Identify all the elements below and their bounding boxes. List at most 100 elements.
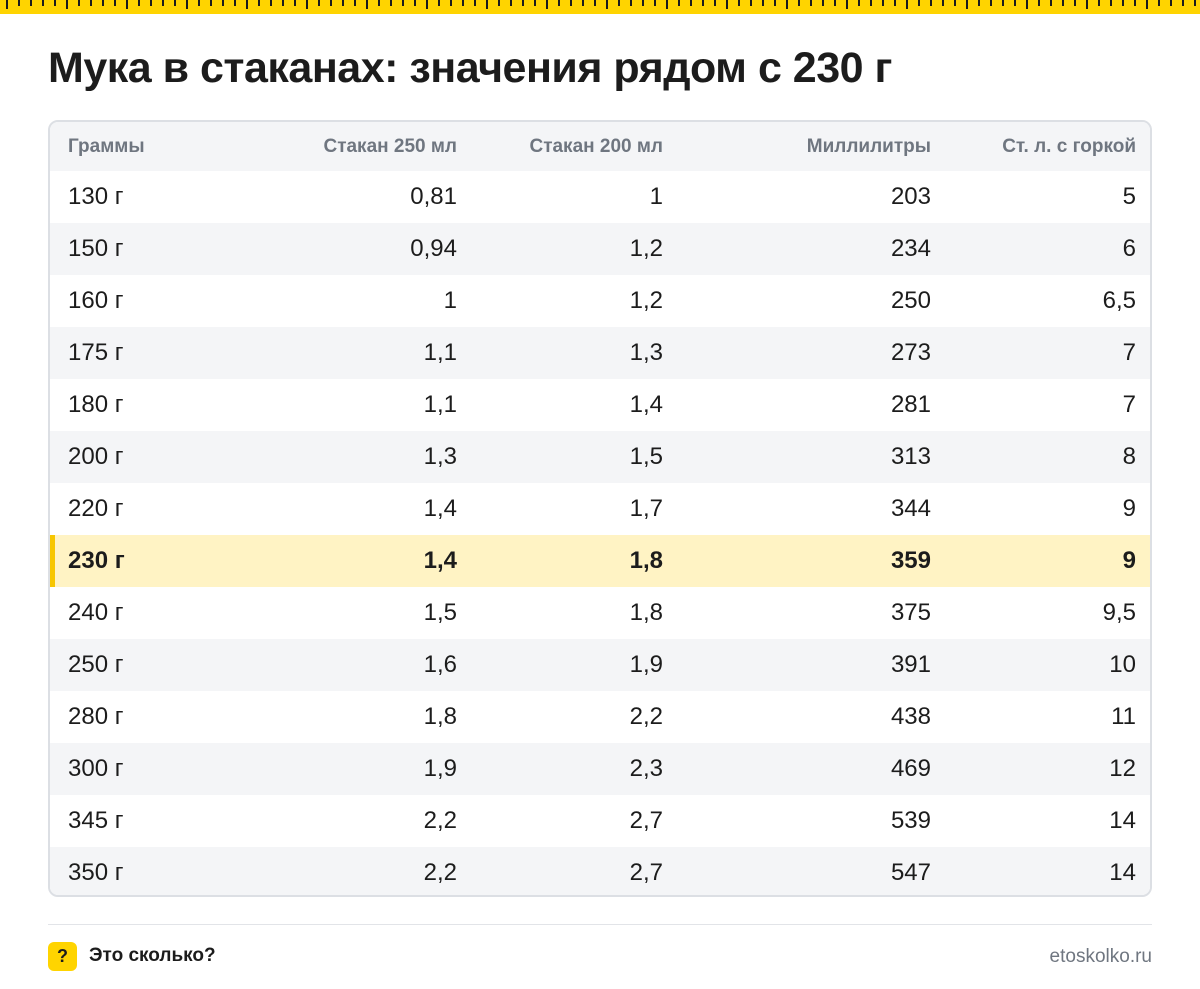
ruler-tick: [894, 0, 896, 6]
ruler-tick: [762, 0, 764, 6]
cell-milliliters: 281: [890, 391, 931, 418]
table-row: 175 г 1,1 1,3 273 7: [50, 327, 1150, 379]
table-body: 130 г 0,81 1 203 5 150 г 0,94 1,2 234 6 160 г 1 1,2 2…: [50, 171, 1150, 895]
cell-cup-200: 1,2: [629, 235, 663, 262]
cell-cup-250: 1,3: [423, 443, 457, 470]
ruler-tick: [558, 0, 560, 6]
ruler-tick: [1170, 0, 1172, 6]
table-row-highlighted: 230 г 1,4 1,8 359 9: [50, 535, 1150, 587]
cell-tablespoons: 9: [1122, 495, 1136, 522]
table-row: 160 г 1 1,2 250 6,5: [50, 275, 1150, 327]
ruler-tick: [90, 0, 92, 6]
cell-milliliters: 539: [890, 807, 931, 834]
cell-milliliters: 273: [890, 339, 931, 366]
cell-cup-250: 1,1: [423, 391, 457, 418]
ruler-tick: [942, 0, 944, 6]
cell-grams: 220 г: [68, 495, 124, 522]
ruler-tick: [174, 0, 176, 6]
ruler-tick: [402, 0, 404, 6]
cell-cup-200: 1,5: [629, 443, 663, 470]
cell-cup-200: 1,8: [629, 547, 663, 574]
ruler-tick: [450, 0, 452, 6]
ruler-tick: [270, 0, 272, 6]
ruler-tick: [30, 0, 32, 6]
ruler-tick: [930, 0, 932, 6]
ruler-tick: [1002, 0, 1004, 6]
cell-grams: 345 г: [68, 807, 124, 834]
ruler-tick: [834, 0, 836, 6]
table-row: 300 г 1,9 2,3 469 12: [50, 743, 1150, 795]
ruler-tick: [330, 0, 332, 6]
ruler-tick: [1122, 0, 1124, 6]
ruler-tick: [858, 0, 860, 6]
cell-grams: 175 г: [68, 339, 124, 366]
ruler-tick: [1134, 0, 1136, 6]
ruler-tick: [126, 0, 128, 9]
ruler-tick: [66, 0, 68, 9]
ruler-tick: [366, 0, 368, 9]
table-row: 200 г 1,3 1,5 313 8: [50, 431, 1150, 483]
ruler-tick: [354, 0, 356, 6]
ruler-tick: [258, 0, 260, 6]
ruler-tick: [1086, 0, 1088, 9]
ruler-tick: [486, 0, 488, 9]
ruler-tick: [462, 0, 464, 6]
ruler-tick: [798, 0, 800, 6]
table-row: 220 г 1,4 1,7 344 9: [50, 483, 1150, 535]
ruler-ticks: [6, 0, 1196, 9]
ruler-tick: [210, 0, 212, 6]
ruler-tick: [282, 0, 284, 6]
ruler-tick: [918, 0, 920, 6]
cell-grams: 300 г: [68, 755, 124, 782]
ruler-tick: [690, 0, 692, 6]
ruler-tick: [222, 0, 224, 6]
cell-tablespoons: 9,5: [1102, 599, 1136, 626]
ruler-tick: [906, 0, 908, 9]
cell-cup-250: 1,4: [423, 547, 457, 574]
ruler-tick: [1038, 0, 1040, 6]
ruler-tick: [1146, 0, 1148, 9]
ruler-tick: [198, 0, 200, 6]
ruler-tick: [570, 0, 572, 6]
ruler-tick: [714, 0, 716, 6]
cell-tablespoons: 9: [1122, 547, 1136, 574]
ruler-tick: [78, 0, 80, 6]
cell-milliliters: 344: [890, 495, 931, 522]
ruler-tick: [582, 0, 584, 6]
footer-site-link[interactable]: etoskolko.ru: [1049, 946, 1152, 967]
ruler-tick: [666, 0, 668, 9]
cell-grams: 250 г: [68, 651, 124, 678]
table-row: 280 г 1,8 2,2 438 11: [50, 691, 1150, 743]
ruler-tick: [1062, 0, 1064, 6]
cell-cup-250: 1: [443, 287, 457, 314]
cell-milliliters: 234: [890, 235, 931, 262]
ruler-tick: [1050, 0, 1052, 6]
ruler-tick: [1026, 0, 1028, 9]
cell-milliliters: 313: [890, 443, 931, 470]
table-row: 130 г 0,81 1 203 5: [50, 171, 1150, 223]
cell-grams: 230 г: [50, 535, 255, 587]
ruler-tick: [1158, 0, 1160, 6]
table-header-row: Граммы Стакан 250 мл Стакан 200 мл Милли…: [50, 122, 1150, 171]
table-row: 350 г 2,2 2,7 547 14: [50, 847, 1150, 895]
ruler-tick: [786, 0, 788, 9]
ruler-tick: [954, 0, 956, 6]
cell-cup-200: 1,7: [629, 495, 663, 522]
table-row: 240 г 1,5 1,8 375 9,5: [50, 587, 1150, 639]
cell-milliliters: 359: [890, 547, 931, 574]
ruler-tick: [966, 0, 968, 9]
ruler-tick: [150, 0, 152, 6]
cell-grams: 180 г: [68, 391, 124, 418]
cell-tablespoons: 6: [1122, 235, 1136, 262]
ruler-tick: [594, 0, 596, 6]
ruler-tick: [294, 0, 296, 6]
ruler-tick: [246, 0, 248, 9]
cell-cup-250: 1,4: [423, 495, 457, 522]
ruler-tick: [870, 0, 872, 6]
question-badge-icon: ?: [48, 942, 77, 971]
cell-milliliters: 375: [890, 599, 931, 626]
cell-tablespoons: 11: [1111, 703, 1136, 730]
ruler-tick: [822, 0, 824, 6]
ruler-tick: [510, 0, 512, 6]
ruler-tick: [390, 0, 392, 6]
